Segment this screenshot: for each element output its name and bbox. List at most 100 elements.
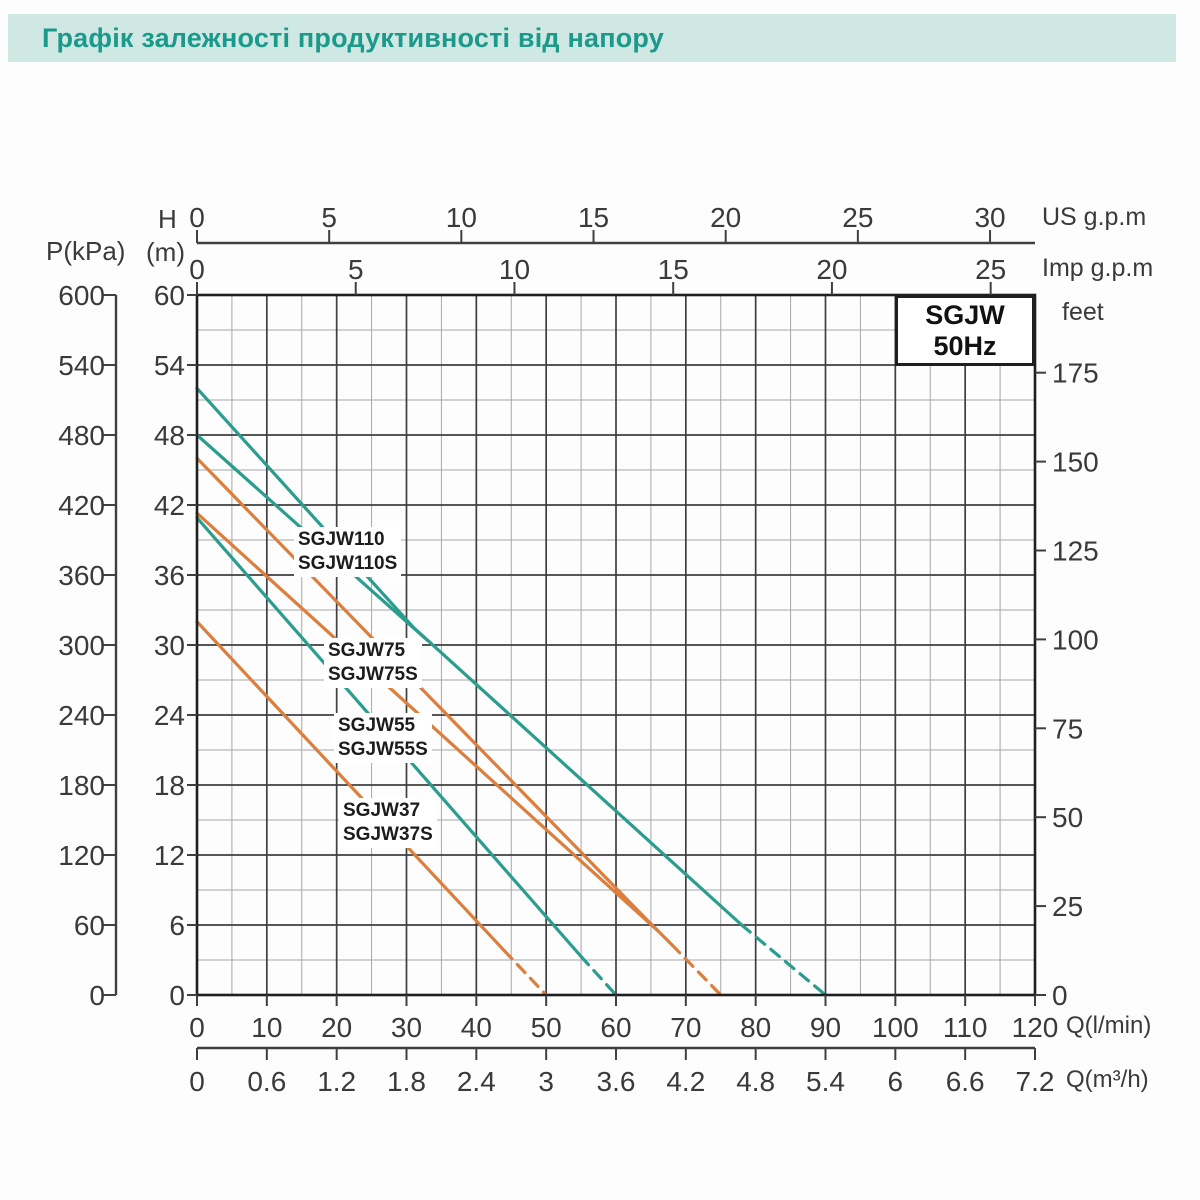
curve-label-sgjw37: SGJW37 SGJW37S: [339, 798, 437, 848]
svg-text:0: 0: [189, 1012, 205, 1043]
svg-text:600: 600: [58, 280, 105, 311]
svg-text:120: 120: [58, 840, 105, 871]
svg-text:15: 15: [578, 202, 609, 233]
svg-text:25: 25: [1052, 891, 1083, 922]
svg-text:0: 0: [189, 1066, 205, 1097]
svg-text:12: 12: [154, 840, 185, 871]
page-title: Графік залежності продуктивності від нап…: [42, 22, 664, 53]
svg-text:90: 90: [810, 1012, 841, 1043]
svg-text:60: 60: [154, 280, 185, 311]
svg-text:1.2: 1.2: [317, 1066, 356, 1097]
svg-text:30: 30: [154, 630, 185, 661]
svg-text:10: 10: [499, 254, 530, 285]
curve-label-sgjw55: SGJW55 SGJW55S: [334, 713, 432, 763]
axis-label-us-gpm: US g.p.m: [1042, 203, 1147, 231]
curve-sgjw110-solid: [195, 386, 744, 927]
model-box: SGJW 50Hz: [895, 295, 1035, 366]
axis-label-q-lmin: Q(l/min): [1066, 1012, 1152, 1039]
svg-text:110: 110: [943, 1012, 988, 1043]
svg-text:0: 0: [169, 980, 185, 1011]
curve-sgjw75-solid: [195, 456, 674, 947]
svg-text:20: 20: [710, 202, 741, 233]
curve-sgjw75-dashed: [670, 943, 723, 997]
svg-text:18: 18: [154, 770, 185, 801]
svg-text:0.6: 0.6: [247, 1066, 286, 1097]
svg-text:60: 60: [74, 910, 105, 941]
svg-text:48: 48: [154, 420, 185, 451]
axis-label-p-kpa: P(kPa): [46, 236, 126, 266]
axis-q-lmin: 0 10 20 30 40 50 60 70 80 90 100 110 120: [189, 995, 1058, 1043]
svg-text:6: 6: [888, 1066, 904, 1097]
svg-text:0: 0: [189, 202, 205, 233]
svg-text:360: 360: [58, 560, 105, 591]
svg-text:0: 0: [189, 254, 205, 285]
curve-label-sgjw110: SGJW110 SGJW110S: [294, 527, 402, 577]
curve-label-sgjw75: SGJW75 SGJW75S: [324, 638, 422, 688]
svg-text:0: 0: [89, 980, 105, 1011]
svg-text:0: 0: [1052, 980, 1068, 1011]
svg-text:70: 70: [670, 1012, 701, 1043]
svg-text:15: 15: [658, 254, 689, 285]
curve-sgjw110-dashed: [740, 923, 828, 997]
curve-sgjw55-dashed: [579, 954, 618, 997]
svg-text:5: 5: [348, 254, 364, 285]
axis-label-imp-gpm: Imp g.p.m: [1042, 254, 1154, 282]
svg-text:50: 50: [1052, 802, 1083, 833]
svg-text:7.2: 7.2: [1016, 1066, 1055, 1097]
svg-text:100: 100: [872, 1012, 919, 1043]
svg-text:300: 300: [58, 630, 105, 661]
svg-text:30: 30: [974, 202, 1005, 233]
axis-label-q-m3h: Q(m³/h): [1066, 1066, 1149, 1093]
svg-text:4.8: 4.8: [736, 1066, 775, 1097]
svg-text:1.8: 1.8: [387, 1066, 426, 1097]
axis-q-m3h: 0 0.6 1.2 1.8 2.4 3 3.6 4.2 4.8 5.4 6 6.6 7.2: [189, 1046, 1055, 1097]
svg-text:5.4: 5.4: [806, 1066, 845, 1097]
svg-text:24: 24: [154, 700, 185, 731]
axis-us-gpm: 0 5 10 15 20 25 30: [189, 202, 1035, 245]
svg-text:75: 75: [1052, 713, 1083, 744]
svg-text:3: 3: [538, 1066, 554, 1097]
svg-text:30: 30: [391, 1012, 422, 1043]
svg-text:120: 120: [1012, 1012, 1059, 1043]
svg-text:60: 60: [600, 1012, 631, 1043]
curve-sgjw37-solid: [195, 620, 506, 953]
svg-text:100: 100: [1052, 624, 1099, 655]
svg-text:36: 36: [154, 560, 185, 591]
curve-sgjw37-dashed: [502, 949, 548, 997]
axis-feet: 175 150 125 100 75 50 25 0: [1035, 358, 1099, 1011]
model-box-frequency: 50Hz: [933, 330, 997, 361]
svg-text:25: 25: [975, 254, 1006, 285]
svg-text:480: 480: [58, 420, 105, 451]
svg-text:20: 20: [321, 1012, 352, 1043]
svg-text:175: 175: [1052, 358, 1099, 389]
svg-text:50: 50: [531, 1012, 562, 1043]
svg-text:150: 150: [1052, 447, 1099, 478]
axis-label-h: H: [158, 204, 177, 234]
svg-text:6.6: 6.6: [946, 1066, 985, 1097]
svg-text:25: 25: [842, 202, 873, 233]
svg-text:42: 42: [154, 490, 185, 521]
svg-text:540: 540: [58, 350, 105, 381]
svg-text:6: 6: [169, 910, 185, 941]
svg-text:4.2: 4.2: [666, 1066, 705, 1097]
svg-text:240: 240: [58, 700, 105, 731]
svg-text:125: 125: [1052, 536, 1099, 567]
svg-text:54: 54: [154, 350, 185, 381]
svg-text:40: 40: [461, 1012, 492, 1043]
svg-text:420: 420: [58, 490, 105, 521]
svg-text:5: 5: [321, 202, 337, 233]
svg-text:20: 20: [816, 254, 847, 285]
svg-text:10: 10: [446, 202, 477, 233]
axis-label-h-unit: (m): [146, 237, 185, 267]
svg-text:3.6: 3.6: [597, 1066, 636, 1097]
svg-text:10: 10: [251, 1012, 282, 1043]
svg-text:180: 180: [58, 770, 105, 801]
axis-imp-gpm: 0 5 10 15 20 25: [189, 254, 1006, 295]
axis-label-feet: feet: [1062, 298, 1104, 326]
svg-text:2.4: 2.4: [457, 1066, 496, 1097]
model-box-series: SGJW: [925, 299, 1005, 330]
